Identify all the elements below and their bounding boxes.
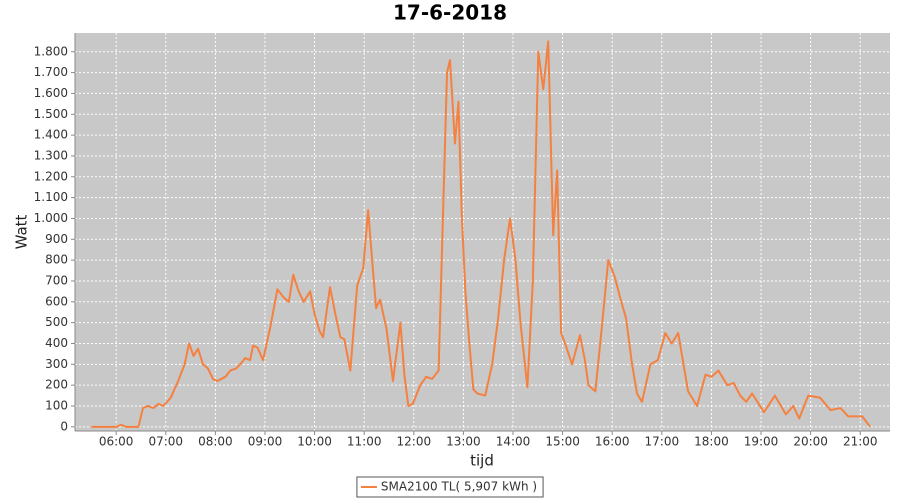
y-tick-label: 1.300 bbox=[34, 148, 68, 162]
y-tick-label: 1.500 bbox=[34, 107, 68, 121]
y-tick-label: 1.800 bbox=[34, 44, 68, 58]
y-tick-label: 1.600 bbox=[34, 86, 68, 100]
x-axis-label: tijd bbox=[470, 452, 494, 470]
y-tick-label: 300 bbox=[45, 357, 68, 371]
x-tick-label: 12:00 bbox=[397, 435, 432, 449]
y-tick-label: 200 bbox=[45, 378, 68, 392]
y-tick-label: 400 bbox=[45, 336, 68, 350]
x-tick-label: 16:00 bbox=[595, 435, 630, 449]
x-tick-label: 10:00 bbox=[297, 435, 332, 449]
y-tick-label: 700 bbox=[45, 273, 68, 287]
y-tick-label: 100 bbox=[45, 398, 68, 412]
y-tick-label: 500 bbox=[45, 315, 68, 329]
x-tick-label: 11:00 bbox=[347, 435, 382, 449]
legend-label: SMA2100 TL( 5,907 kWh ) bbox=[381, 480, 537, 494]
y-tick-label: 1.000 bbox=[34, 211, 68, 225]
x-tick-label: 18:00 bbox=[694, 435, 729, 449]
series-line bbox=[91, 40, 871, 428]
legend: SMA2100 TL( 5,907 kWh ) bbox=[356, 476, 544, 498]
x-tick-label: 14:00 bbox=[496, 435, 531, 449]
y-tick-label: 600 bbox=[45, 294, 68, 308]
x-tick-label: 20:00 bbox=[793, 435, 828, 449]
y-tick-label: 1.400 bbox=[34, 128, 68, 142]
x-tick-label: 13:00 bbox=[446, 435, 481, 449]
x-tick-label: 08:00 bbox=[198, 435, 233, 449]
y-tick-label: 0 bbox=[60, 419, 68, 433]
legend-box bbox=[356, 476, 544, 498]
x-tick-label: 07:00 bbox=[148, 435, 183, 449]
y-tick-label: 1.200 bbox=[34, 169, 68, 183]
x-tick-label: 06:00 bbox=[99, 435, 134, 449]
x-tick-label: 21:00 bbox=[843, 435, 878, 449]
chart-title: 17-6-2018 bbox=[393, 1, 507, 25]
plot-area bbox=[75, 33, 890, 431]
y-tick-label: 800 bbox=[45, 253, 68, 267]
x-tick-label: 19:00 bbox=[744, 435, 779, 449]
x-tick-label: 15:00 bbox=[545, 435, 580, 449]
y-tick-label: 1.700 bbox=[34, 65, 68, 79]
y-tick-label: 1.100 bbox=[34, 190, 68, 204]
x-tick-label: 09:00 bbox=[248, 435, 283, 449]
y-axis-label: Watt bbox=[13, 214, 31, 249]
x-tick-label: 17:00 bbox=[645, 435, 680, 449]
y-tick-label: 900 bbox=[45, 232, 68, 246]
